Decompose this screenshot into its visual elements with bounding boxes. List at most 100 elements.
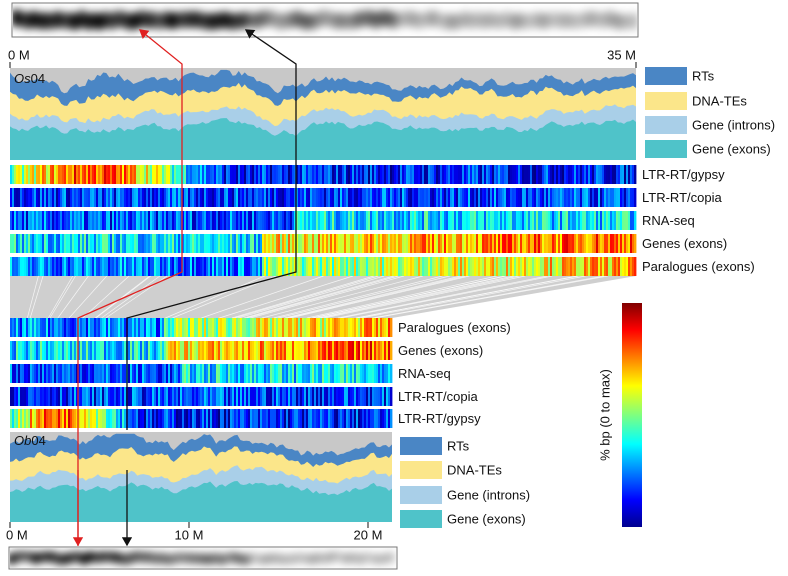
- heat-cell: [60, 387, 63, 406]
- blob: [628, 12, 637, 31]
- heat-cell: [550, 165, 553, 184]
- synteny-line: [231, 275, 374, 319]
- heat-cell: [300, 234, 303, 253]
- heat-cell: [586, 165, 589, 184]
- heat-cell: [152, 165, 155, 184]
- heat-cell: [406, 211, 409, 230]
- heat-cell: [64, 211, 67, 230]
- heat-cell: [222, 211, 225, 230]
- heat-cell: [234, 364, 237, 383]
- heat-cell: [372, 257, 375, 276]
- heat-cell: [452, 188, 455, 207]
- heat-cell: [236, 211, 239, 230]
- heat-cell: [78, 234, 81, 253]
- heat-cell: [210, 257, 213, 276]
- heat-cell: [116, 188, 119, 207]
- heat-cell: [196, 409, 199, 428]
- heat-cell: [16, 211, 19, 230]
- heat-cell: [350, 234, 353, 253]
- heat-cell: [170, 257, 173, 276]
- heat-cell: [306, 165, 309, 184]
- heat-cell: [150, 341, 153, 360]
- heat-cell: [26, 211, 29, 230]
- heat-cell: [32, 211, 35, 230]
- heat-cell: [30, 188, 33, 207]
- legend-swatch: [645, 140, 687, 158]
- heat-cell: [278, 387, 281, 406]
- heat-cell: [210, 387, 213, 406]
- heat-cell: [208, 188, 211, 207]
- heat-cell: [136, 211, 139, 230]
- heat-cell: [386, 341, 389, 360]
- heat-cell: [530, 211, 533, 230]
- heat-cell: [204, 341, 207, 360]
- heat-cell: [420, 257, 423, 276]
- heat-cell: [452, 257, 455, 276]
- heat-cell: [164, 188, 167, 207]
- heat-cell: [442, 165, 445, 184]
- heat-cell: [428, 188, 431, 207]
- heat-cell: [204, 364, 207, 383]
- heat-cell: [196, 211, 199, 230]
- heat-cell: [22, 165, 25, 184]
- heat-cell: [228, 318, 231, 337]
- heat-cell: [566, 188, 569, 207]
- heat-cell: [170, 165, 173, 184]
- heat-cell: [80, 409, 83, 428]
- heat-cell: [574, 165, 577, 184]
- heat-cell: [546, 257, 549, 276]
- heat-cell: [136, 257, 139, 276]
- heat-cell: [306, 318, 309, 337]
- heat-cell: [206, 257, 209, 276]
- heat-cell: [454, 188, 457, 207]
- heat-cell: [598, 234, 601, 253]
- heat-cell: [58, 364, 61, 383]
- heat-cell: [494, 211, 497, 230]
- heat-cell: [186, 409, 189, 428]
- heat-cell: [282, 387, 285, 406]
- heat-cell: [314, 211, 317, 230]
- heat-cell: [220, 387, 223, 406]
- heat-cell: [204, 409, 207, 428]
- heat-cell: [300, 211, 303, 230]
- heat-cell: [262, 409, 265, 428]
- heat-cell: [32, 364, 35, 383]
- heat-cell: [302, 318, 305, 337]
- heat-cell: [124, 257, 127, 276]
- heat-cell: [492, 234, 495, 253]
- heat-cell: [298, 409, 301, 428]
- heat-cell: [284, 257, 287, 276]
- heat-cell: [484, 165, 487, 184]
- heat-cell: [178, 257, 181, 276]
- heat-cell: [158, 341, 161, 360]
- heat-cell: [228, 387, 231, 406]
- heat-cell: [156, 211, 159, 230]
- heat-cell: [22, 341, 25, 360]
- heat-cell: [382, 188, 385, 207]
- heat-cell: [206, 409, 209, 428]
- heat-cell: [120, 165, 123, 184]
- heat-cell: [50, 165, 53, 184]
- heat-cell: [86, 341, 89, 360]
- heat-cell: [364, 211, 367, 230]
- heat-cell: [148, 188, 151, 207]
- heat-cell: [294, 364, 297, 383]
- heat-cell: [258, 165, 261, 184]
- heat-cell: [130, 211, 133, 230]
- heat-cell: [312, 188, 315, 207]
- heat-cell: [72, 234, 75, 253]
- heat-cell: [396, 234, 399, 253]
- heat-cell: [148, 234, 151, 253]
- heat-cell: [96, 257, 99, 276]
- heat-cell: [16, 165, 19, 184]
- synteny-line: [340, 275, 553, 319]
- heat-cell: [116, 211, 119, 230]
- heat-cell: [328, 318, 331, 337]
- heat-cell: [380, 318, 383, 337]
- heat-cell: [382, 387, 385, 406]
- heat-cell: [188, 409, 191, 428]
- heat-cell: [208, 364, 211, 383]
- heat-cell: [212, 234, 215, 253]
- heat-cell: [242, 234, 245, 253]
- synteny-line: [284, 275, 461, 319]
